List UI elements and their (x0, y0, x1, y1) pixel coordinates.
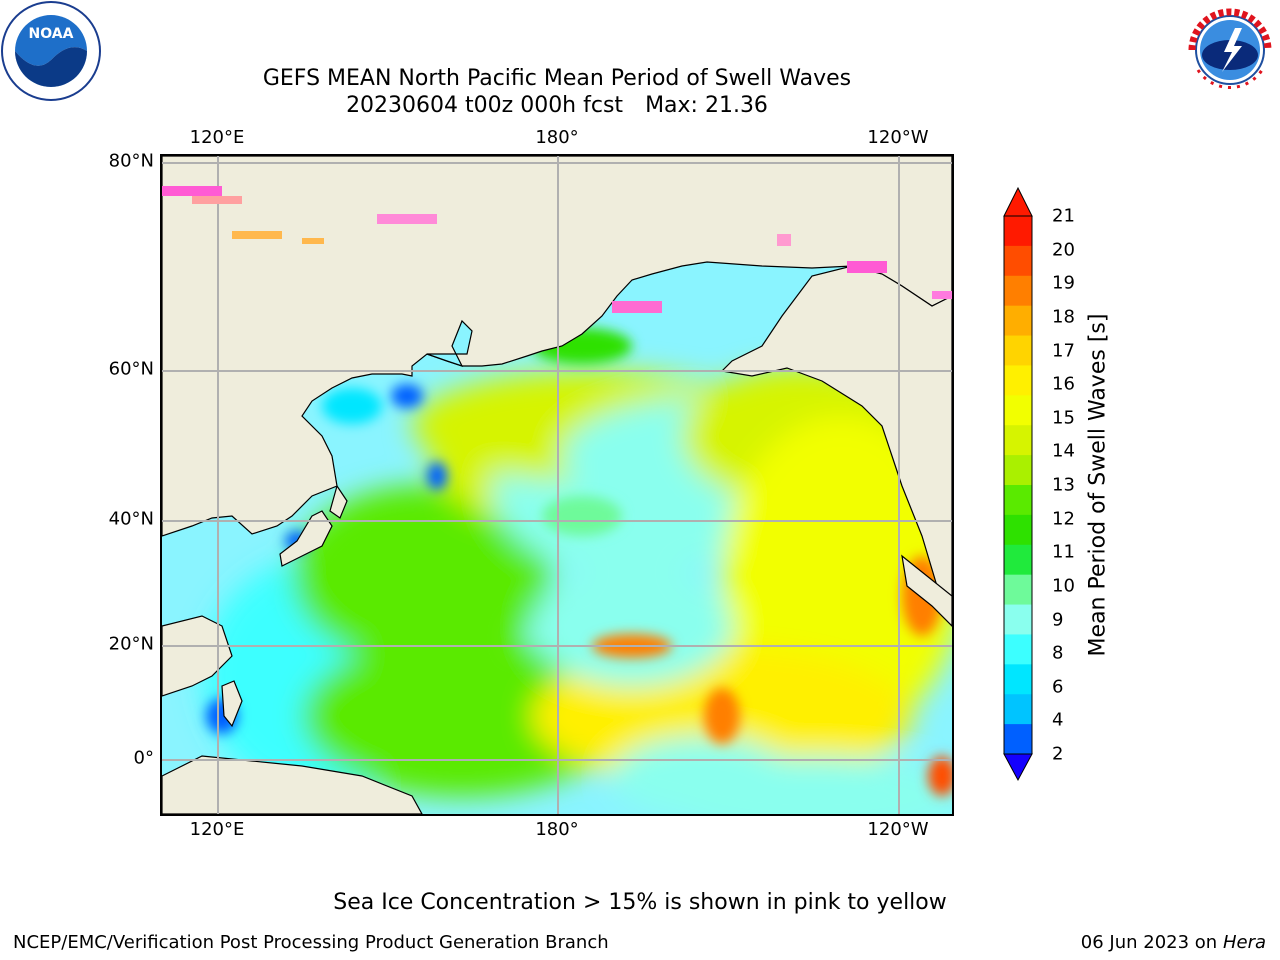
max-value: Max: 21.36 (645, 93, 768, 118)
plot-subtitle: 20230604 t00z 000h fcst Max: 21.36 (160, 93, 954, 119)
colorbar-band (1004, 245, 1032, 277)
noaa-logo-text: NOAA (29, 26, 74, 42)
lat-label-60n: 60°N (108, 358, 154, 380)
colorbar-tick-label: 17 (1052, 340, 1075, 361)
colorbar-band (1004, 395, 1032, 426)
colorbar-band (1004, 455, 1032, 486)
colorbar-band (1004, 305, 1032, 337)
colorbar-band (1004, 425, 1032, 456)
colorbar-band (1004, 216, 1032, 247)
colorbar-tick-label: 10 (1052, 575, 1075, 597)
colorbar-band (1004, 604, 1032, 635)
lon-label-top-120e: 120°E (189, 127, 245, 148)
colorbar-tick-label: 21 (1052, 205, 1075, 227)
colorbar-band (1004, 365, 1032, 396)
colorbar-tick-label: 18 (1052, 306, 1075, 328)
colorbar-tick-label: 12 (1052, 508, 1075, 530)
plot-title: GEFS MEAN North Pacific Mean Period of S… (262, 66, 852, 91)
colorbar (1003, 186, 1033, 782)
colorbar-tick-label: 2 (1052, 743, 1064, 765)
lat-label-0: 0° (133, 747, 154, 769)
colorbar-tick-label: 19 (1052, 272, 1075, 294)
colorbar-tick-label: 9 (1052, 609, 1064, 630)
footer-on-text: on (1194, 932, 1218, 953)
colorbar-band (1004, 664, 1032, 695)
colorbar-band (1004, 694, 1032, 725)
lat-label-40n: 40°N (108, 508, 154, 530)
colorbar-under-arrow (1003, 753, 1033, 782)
lon-label-top-180: 180° (535, 127, 579, 148)
colorbar-tick-label: 20 (1052, 239, 1075, 261)
footer-credit: NCEP/EMC/Verification Post Processing Pr… (13, 932, 609, 953)
sea-ice (162, 186, 952, 313)
forecast-time: 20230604 t00z 000h fcst (346, 93, 624, 118)
lon-label-top-120w: 120°W (867, 127, 929, 148)
noaa-logo: NOAA (0, 0, 102, 102)
footer-machine: Hera (1222, 932, 1266, 953)
colorbar-tick-label: 16 (1052, 373, 1075, 395)
colorbar-tick-label: 14 (1052, 440, 1075, 462)
colorbar-tick-label: 15 (1052, 407, 1075, 429)
colorbar-band (1004, 275, 1032, 307)
colorbar-label: Mean Period of Swell Waves [s] (1085, 313, 1111, 657)
colorbar-over-arrow (1003, 186, 1033, 217)
colorbar-band (1004, 574, 1032, 606)
colorbar-band (1004, 514, 1032, 546)
footer-date: 06 Jun 2023 on Hera (1081, 932, 1266, 953)
lon-label-bottom-180: 180° (535, 819, 579, 840)
colorbar-band (1004, 724, 1032, 755)
graticule (162, 156, 952, 814)
colorbar-bands (1003, 186, 1033, 782)
swell-period-map (160, 154, 954, 816)
lat-label-20n: 20°N (108, 633, 154, 655)
colorbar-tick-label: 11 (1052, 541, 1075, 563)
colorbar-band (1004, 634, 1032, 665)
colorbar-band (1004, 544, 1032, 576)
colorbar-band (1004, 485, 1032, 516)
lat-label-80n: 80°N (108, 150, 154, 172)
national-weather-service-logo (1180, 0, 1280, 100)
colorbar-tick-label: 13 (1052, 474, 1075, 496)
footer-date-text: 06 Jun 2023 (1080, 932, 1190, 953)
lon-label-bottom-120e: 120°E (189, 819, 245, 840)
colorbar-tick-label: 4 (1052, 709, 1064, 731)
lon-label-bottom-120w: 120°W (867, 819, 929, 840)
colorbar-band (1004, 335, 1032, 366)
sea-ice-note: Sea Ice Concentration > 15% is shown in … (333, 890, 947, 915)
colorbar-tick-label: 8 (1052, 642, 1064, 664)
colorbar-tick-label: 6 (1052, 676, 1064, 698)
map-canvas (162, 156, 952, 814)
